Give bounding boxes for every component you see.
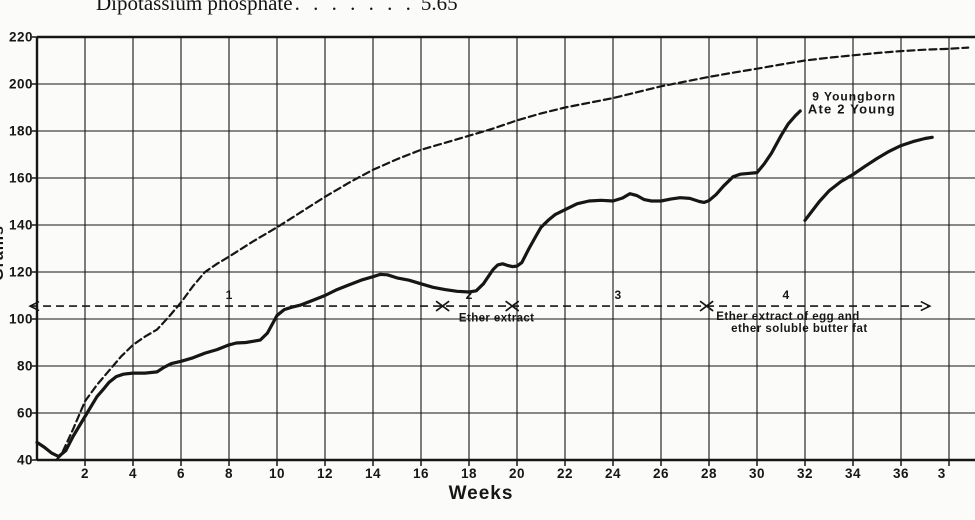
left-arrowhead-icon <box>28 300 40 312</box>
x-tick-label: 14 <box>365 466 381 481</box>
y-tick-label: 60 <box>17 406 33 421</box>
period-number-label: 2 <box>466 288 473 302</box>
y-tick-label: 100 <box>9 312 33 327</box>
x-tick-label: 10 <box>269 466 285 481</box>
x-tick-label: 3 <box>938 466 946 481</box>
series-experimental-animal-continued <box>803 135 934 222</box>
x-tick-label: 26 <box>653 466 669 481</box>
x-tick-label: 36 <box>893 466 909 481</box>
period-number-label: 4 <box>782 288 789 302</box>
caption-value: 5.65 <box>420 0 458 15</box>
tick-labels: 2 4 6 8 10 12 14 16 18 20 22 24 26 28 30 32 34 36 34060801… <box>9 30 946 482</box>
ether-egg-note-line1: Ether extract of egg and <box>716 311 860 323</box>
table-caption-fragment: Dipotassium phosphate. . . . . . . 5.65 <box>96 0 458 16</box>
period-divider-cross-icon <box>699 300 714 312</box>
x-tick-label: 12 <box>317 466 333 481</box>
x-tick-label: 2 <box>81 466 89 481</box>
axis-ticks <box>32 36 950 466</box>
x-tick-label: 8 <box>225 466 233 481</box>
y-tick-label: 160 <box>9 171 33 186</box>
y-tick-label: 220 <box>9 30 33 45</box>
series-normal-growth-reference <box>55 46 970 462</box>
caption-dot-leaders: . . . . . . . <box>294 0 415 15</box>
x-tick-label: 16 <box>413 466 429 481</box>
ether-extract-note: Ether extract <box>459 312 535 324</box>
y-tick-label: 40 <box>17 453 33 468</box>
series-experimental-animal <box>35 109 802 459</box>
x-tick-label: 22 <box>557 466 573 481</box>
y-tick-label: 180 <box>9 124 33 139</box>
y-tick-label: 80 <box>17 359 33 374</box>
x-tick-label: 30 <box>749 466 765 481</box>
ether-egg-note-line2: ether soluble butter fat <box>731 323 868 335</box>
x-tick-label: 6 <box>177 466 185 481</box>
period-number-label: 3 <box>614 288 621 302</box>
x-tick-label: 28 <box>701 466 717 481</box>
grid <box>35 35 975 462</box>
x-tick-label: 20 <box>509 466 525 481</box>
y-tick-label: 140 <box>9 218 33 233</box>
young-born-note-line1: 9 Youngborn <box>812 89 896 103</box>
y-tick-label: 120 <box>9 265 33 280</box>
x-axis-title: Weeks <box>449 483 514 504</box>
period-divider-cross-icon <box>505 300 520 312</box>
y-tick-label: 200 <box>9 77 33 92</box>
x-tick-label: 4 <box>129 466 137 481</box>
y-axis-title: Grams <box>0 225 7 281</box>
x-tick-label: 32 <box>797 466 813 481</box>
young-born-note-line2: Ate 2 Young <box>808 101 896 116</box>
period-number-label: 1 <box>226 288 233 302</box>
period-divider-cross-icon <box>435 300 450 312</box>
diet-period-marker: 1 2 3 4 <box>28 288 932 312</box>
x-tick-label: 18 <box>461 466 477 481</box>
x-tick-label: 24 <box>605 466 621 481</box>
right-arrowhead-icon <box>920 300 932 312</box>
x-tick-label: 34 <box>845 466 861 481</box>
caption-text: Dipotassium phosphate <box>96 0 293 15</box>
